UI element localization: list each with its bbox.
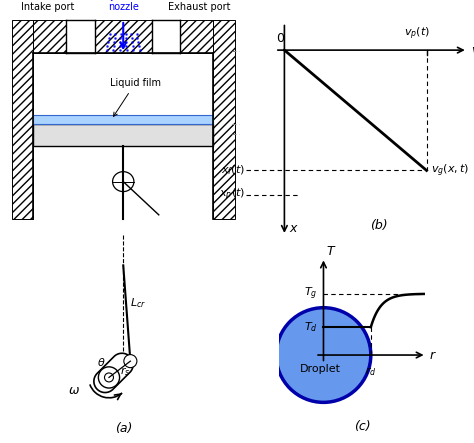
Bar (180, 20, 213, 53)
Text: $r_s$: $r_s$ (120, 365, 131, 378)
Text: $x_p(t)$: $x_p(t)$ (219, 187, 245, 203)
Text: $T_d$: $T_d$ (304, 320, 318, 334)
Bar (12, 20, 33, 219)
Text: $r$: $r$ (429, 349, 437, 361)
Bar (33, 20, 66, 53)
Bar (152, 20, 180, 53)
Text: $x$: $x$ (289, 222, 299, 235)
Text: $T_g$: $T_g$ (304, 286, 318, 302)
Text: Intake port: Intake port (21, 2, 74, 12)
Bar (213, 20, 235, 219)
Circle shape (104, 373, 113, 382)
Text: $T$: $T$ (326, 245, 337, 258)
Text: Exhaust port: Exhaust port (168, 2, 230, 12)
Circle shape (113, 172, 134, 191)
Circle shape (276, 308, 371, 402)
Text: $v_p(t)$: $v_p(t)$ (404, 26, 430, 42)
Text: (b): (b) (370, 219, 388, 232)
Text: $L_{cr}$: $L_{cr}$ (130, 296, 146, 310)
Bar (66, 20, 95, 53)
Text: Liquid film: Liquid film (109, 78, 161, 117)
Text: $v$: $v$ (471, 43, 474, 57)
Circle shape (99, 367, 119, 388)
Text: $x_f(t)$: $x_f(t)$ (221, 163, 245, 177)
Circle shape (124, 354, 137, 368)
Text: Droplet: Droplet (300, 364, 341, 374)
Text: 0: 0 (276, 31, 283, 45)
Text: (a): (a) (115, 423, 132, 435)
Bar (95, 20, 152, 53)
Bar (33, 115, 213, 124)
Text: $\omega$: $\omega$ (68, 384, 80, 397)
Text: $v_g(x,t)$: $v_g(x,t)$ (431, 162, 470, 179)
Text: Injection
nozzle: Injection nozzle (102, 0, 144, 12)
Bar (33, 124, 213, 146)
Text: $r_d$: $r_d$ (365, 365, 376, 377)
Text: (c): (c) (354, 420, 371, 433)
Polygon shape (94, 353, 133, 392)
Text: $\theta$: $\theta$ (97, 356, 105, 368)
